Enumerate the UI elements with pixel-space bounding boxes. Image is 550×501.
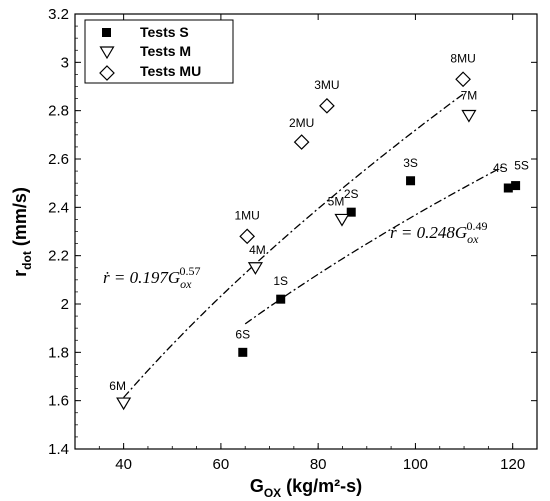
fit-equation-2: ṙ = 0.248Gox0.49 xyxy=(390,219,487,246)
marker-2mu xyxy=(293,134,310,150)
marker-5s xyxy=(511,181,521,191)
legend-label-tests-mu: Tests MU xyxy=(140,63,201,79)
point-label-4m: 4M xyxy=(249,243,266,257)
marker-8mu xyxy=(455,71,471,88)
point-label-7m: 7M xyxy=(461,89,478,103)
legend-marker-tests-m xyxy=(99,46,115,60)
fit-curve-2 xyxy=(244,166,504,325)
marker-4s xyxy=(503,183,513,193)
marker-5m xyxy=(334,213,350,227)
point-label-2mu: 2MU xyxy=(289,116,314,130)
data-markers xyxy=(116,71,521,411)
marker-1mu xyxy=(239,228,256,245)
marker-3s xyxy=(406,176,416,186)
x-tick-label: 40 xyxy=(115,456,132,473)
x-axis-ticks: 40 60 80 100 120 xyxy=(74,14,538,473)
point-labels: 6S 1S 2S 3S 4S 5S 6M 4M 5M 7M 1MU 2MU 3MU 8MU xyxy=(109,51,529,393)
y-tick-label: 2.6 xyxy=(48,151,69,168)
marker-6m xyxy=(116,397,132,411)
x-tick-label: 100 xyxy=(403,456,428,473)
point-label-6m: 6M xyxy=(109,379,126,393)
legend-label-tests-m: Tests M xyxy=(140,43,191,59)
y-axis-ticks: 1.4 1.6 1.8 2 2.2 2.4 2.6 2.8 3 3.2 xyxy=(48,6,537,458)
marker-1s xyxy=(276,294,286,304)
fit-equation-1: ṙ = 0.197Gox0.57 xyxy=(103,264,200,291)
legend-label-tests-s: Tests S xyxy=(140,24,189,40)
point-label-1mu: 1MU xyxy=(234,208,259,222)
fit-curve-1 xyxy=(123,92,465,398)
y-tick-label: 3 xyxy=(61,54,69,71)
marker-4m xyxy=(247,262,263,275)
point-label-8mu: 8MU xyxy=(450,51,475,65)
marker-7m xyxy=(461,109,477,123)
marker-2s xyxy=(346,207,356,217)
legend-marker-tests-s xyxy=(102,28,111,37)
x-axis-title: GOX (kg/m²-s) xyxy=(250,476,362,500)
y-tick-label: 2.4 xyxy=(48,199,69,216)
y-tick-label: 1.8 xyxy=(48,344,69,361)
y-tick-label: 2.8 xyxy=(48,103,69,120)
marker-6s xyxy=(238,347,248,357)
legend: Tests S Tests M Tests MU xyxy=(84,19,234,84)
x-tick-label: 120 xyxy=(500,456,525,473)
point-label-3mu: 3MU xyxy=(314,78,339,92)
y-axis-title: rdot (mm/s) xyxy=(10,187,34,277)
point-label-2s: 2S xyxy=(344,187,359,201)
point-label-6s: 6S xyxy=(235,327,250,341)
point-label-1s: 1S xyxy=(273,274,288,288)
x-tick-label: 80 xyxy=(310,456,327,473)
y-tick-label: 1.6 xyxy=(48,393,69,410)
y-tick-label: 1.4 xyxy=(48,441,69,458)
point-label-4s: 4S xyxy=(493,161,508,175)
point-label-5m: 5M xyxy=(328,194,345,208)
legend-marker-tests-mu xyxy=(99,65,115,81)
fit-lines xyxy=(123,92,504,398)
y-tick-label: 2 xyxy=(61,296,69,313)
y-tick-label: 3.2 xyxy=(48,6,69,23)
y-tick-label: 2.2 xyxy=(48,248,69,265)
point-label-5s: 5S xyxy=(514,159,529,173)
point-label-3s: 3S xyxy=(403,156,418,170)
x-tick-label: 60 xyxy=(213,456,230,473)
marker-3mu xyxy=(319,97,335,114)
